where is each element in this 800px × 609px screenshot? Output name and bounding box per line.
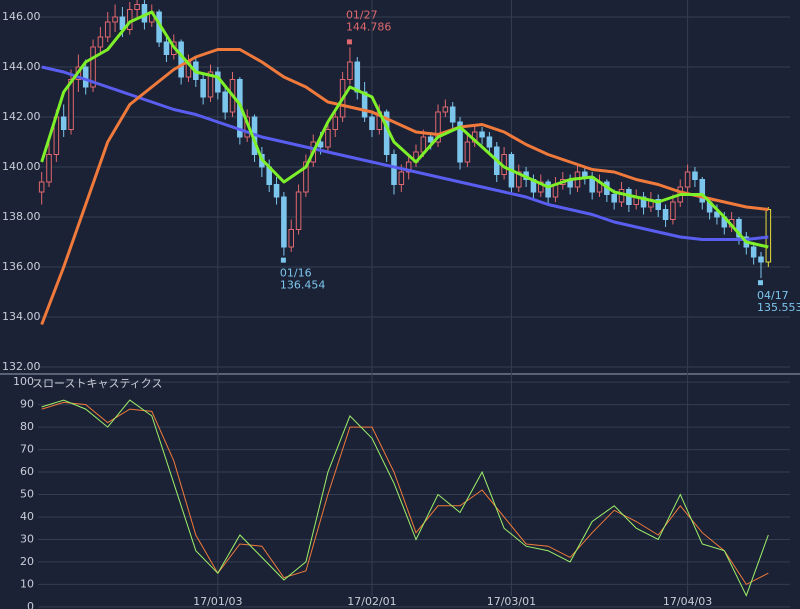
- candle-body: [655, 199, 662, 210]
- candle-body: [545, 181, 551, 198]
- candle-body: [163, 41, 170, 55]
- y-tick-label: 142.00: [2, 110, 41, 123]
- x-tick-label: 17/02/01: [347, 595, 396, 608]
- candle-body: [405, 161, 412, 173]
- candle-body: [222, 91, 228, 113]
- y-tick-label: 146.00: [2, 10, 41, 23]
- candle-body: [354, 61, 361, 93]
- candle-body: [684, 171, 691, 188]
- moving-average-line: [40, 48, 769, 326]
- candle-body: [442, 106, 449, 113]
- candle-body: [126, 9, 133, 30]
- candle-body: [325, 129, 331, 148]
- stochastic-line: [41, 399, 769, 597]
- y-tick-label: 140.00: [2, 160, 41, 173]
- y-tick-label: 40: [20, 510, 34, 523]
- candle-body: [361, 91, 368, 118]
- y-tick-label: 20: [20, 555, 34, 568]
- candle-body: [38, 181, 45, 193]
- candle-body: [398, 171, 405, 185]
- candle-body: [750, 246, 757, 258]
- candle-body: [215, 71, 221, 93]
- candle-body: [347, 61, 353, 80]
- candle-body: [618, 189, 625, 203]
- y-tick-label: 90: [20, 398, 34, 411]
- candle-body: [90, 46, 96, 88]
- candle-body: [82, 66, 89, 88]
- x-tick-label: 17/03/01: [487, 595, 536, 608]
- extreme-marker: [280, 257, 286, 263]
- candle-body: [178, 41, 184, 78]
- moving-average-line: [41, 65, 769, 241]
- y-tick-label: 70: [20, 443, 34, 456]
- annotation-date: 04/17: [757, 289, 789, 302]
- candle-body: [207, 71, 214, 98]
- annotation-date: 01/16: [280, 267, 312, 280]
- annotation-value: 135.553: [757, 301, 800, 314]
- candle-body: [391, 154, 397, 185]
- y-tick-label: 60: [20, 465, 34, 478]
- candle-body: [611, 194, 617, 203]
- candle-body: [758, 256, 764, 263]
- candle-body: [303, 161, 309, 193]
- candle-body: [104, 21, 111, 38]
- candle-body: [640, 196, 647, 208]
- candle-body: [457, 121, 463, 163]
- candle-body: [714, 211, 720, 218]
- candle-body: [479, 131, 485, 138]
- candle-body: [60, 116, 67, 130]
- y-tick-label: 144.00: [2, 60, 41, 73]
- candle-body: [68, 79, 74, 130]
- x-tick-label: 17/01/03: [193, 595, 242, 608]
- annotation-value: 136.454: [280, 279, 326, 292]
- candle-body: [662, 209, 669, 220]
- candle-body: [97, 36, 104, 48]
- y-tick-label: 50: [20, 488, 34, 501]
- candle-body: [736, 219, 742, 238]
- candle-body: [273, 184, 280, 198]
- x-tick-label: 17/04/03: [663, 595, 712, 608]
- candle-body: [295, 191, 302, 230]
- candle-body: [112, 16, 118, 23]
- annotation-date: 01/27: [346, 8, 378, 21]
- candle-body: [427, 136, 434, 143]
- candle-body: [369, 116, 375, 130]
- extreme-marker: [757, 280, 763, 286]
- candle-body: [670, 201, 676, 220]
- y-tick-label: 100: [13, 375, 34, 388]
- y-tick-label: 80: [20, 420, 34, 433]
- candle-body: [134, 4, 140, 10]
- candle-body: [200, 79, 206, 98]
- candle-body: [699, 179, 706, 203]
- y-tick-label: 132.00: [2, 360, 41, 373]
- y-tick-label: 30: [20, 532, 34, 545]
- extreme-marker: [346, 39, 352, 45]
- stochastic-line: [41, 401, 769, 586]
- annotation-value: 144.786: [346, 20, 392, 33]
- candle-body: [538, 181, 544, 193]
- candle-body: [464, 141, 471, 163]
- moving-average-line: [40, 10, 769, 249]
- y-tick-label: 10: [20, 577, 34, 590]
- y-tick-label: 134.00: [2, 310, 41, 323]
- candle-body: [435, 111, 441, 143]
- y-tick-label: 136.00: [2, 260, 41, 273]
- candle-body: [288, 229, 295, 248]
- candle-body: [515, 171, 522, 188]
- y-tick-label: 138.00: [2, 210, 41, 223]
- candle-body: [281, 196, 287, 248]
- y-tick-label: 0: [27, 600, 34, 609]
- candle-body: [46, 154, 52, 183]
- candle-body: [449, 106, 456, 123]
- panel-title: スローストキャスティクス: [32, 377, 162, 390]
- candle-body: [486, 136, 493, 148]
- candle-body: [332, 116, 339, 130]
- candle-body: [692, 171, 698, 180]
